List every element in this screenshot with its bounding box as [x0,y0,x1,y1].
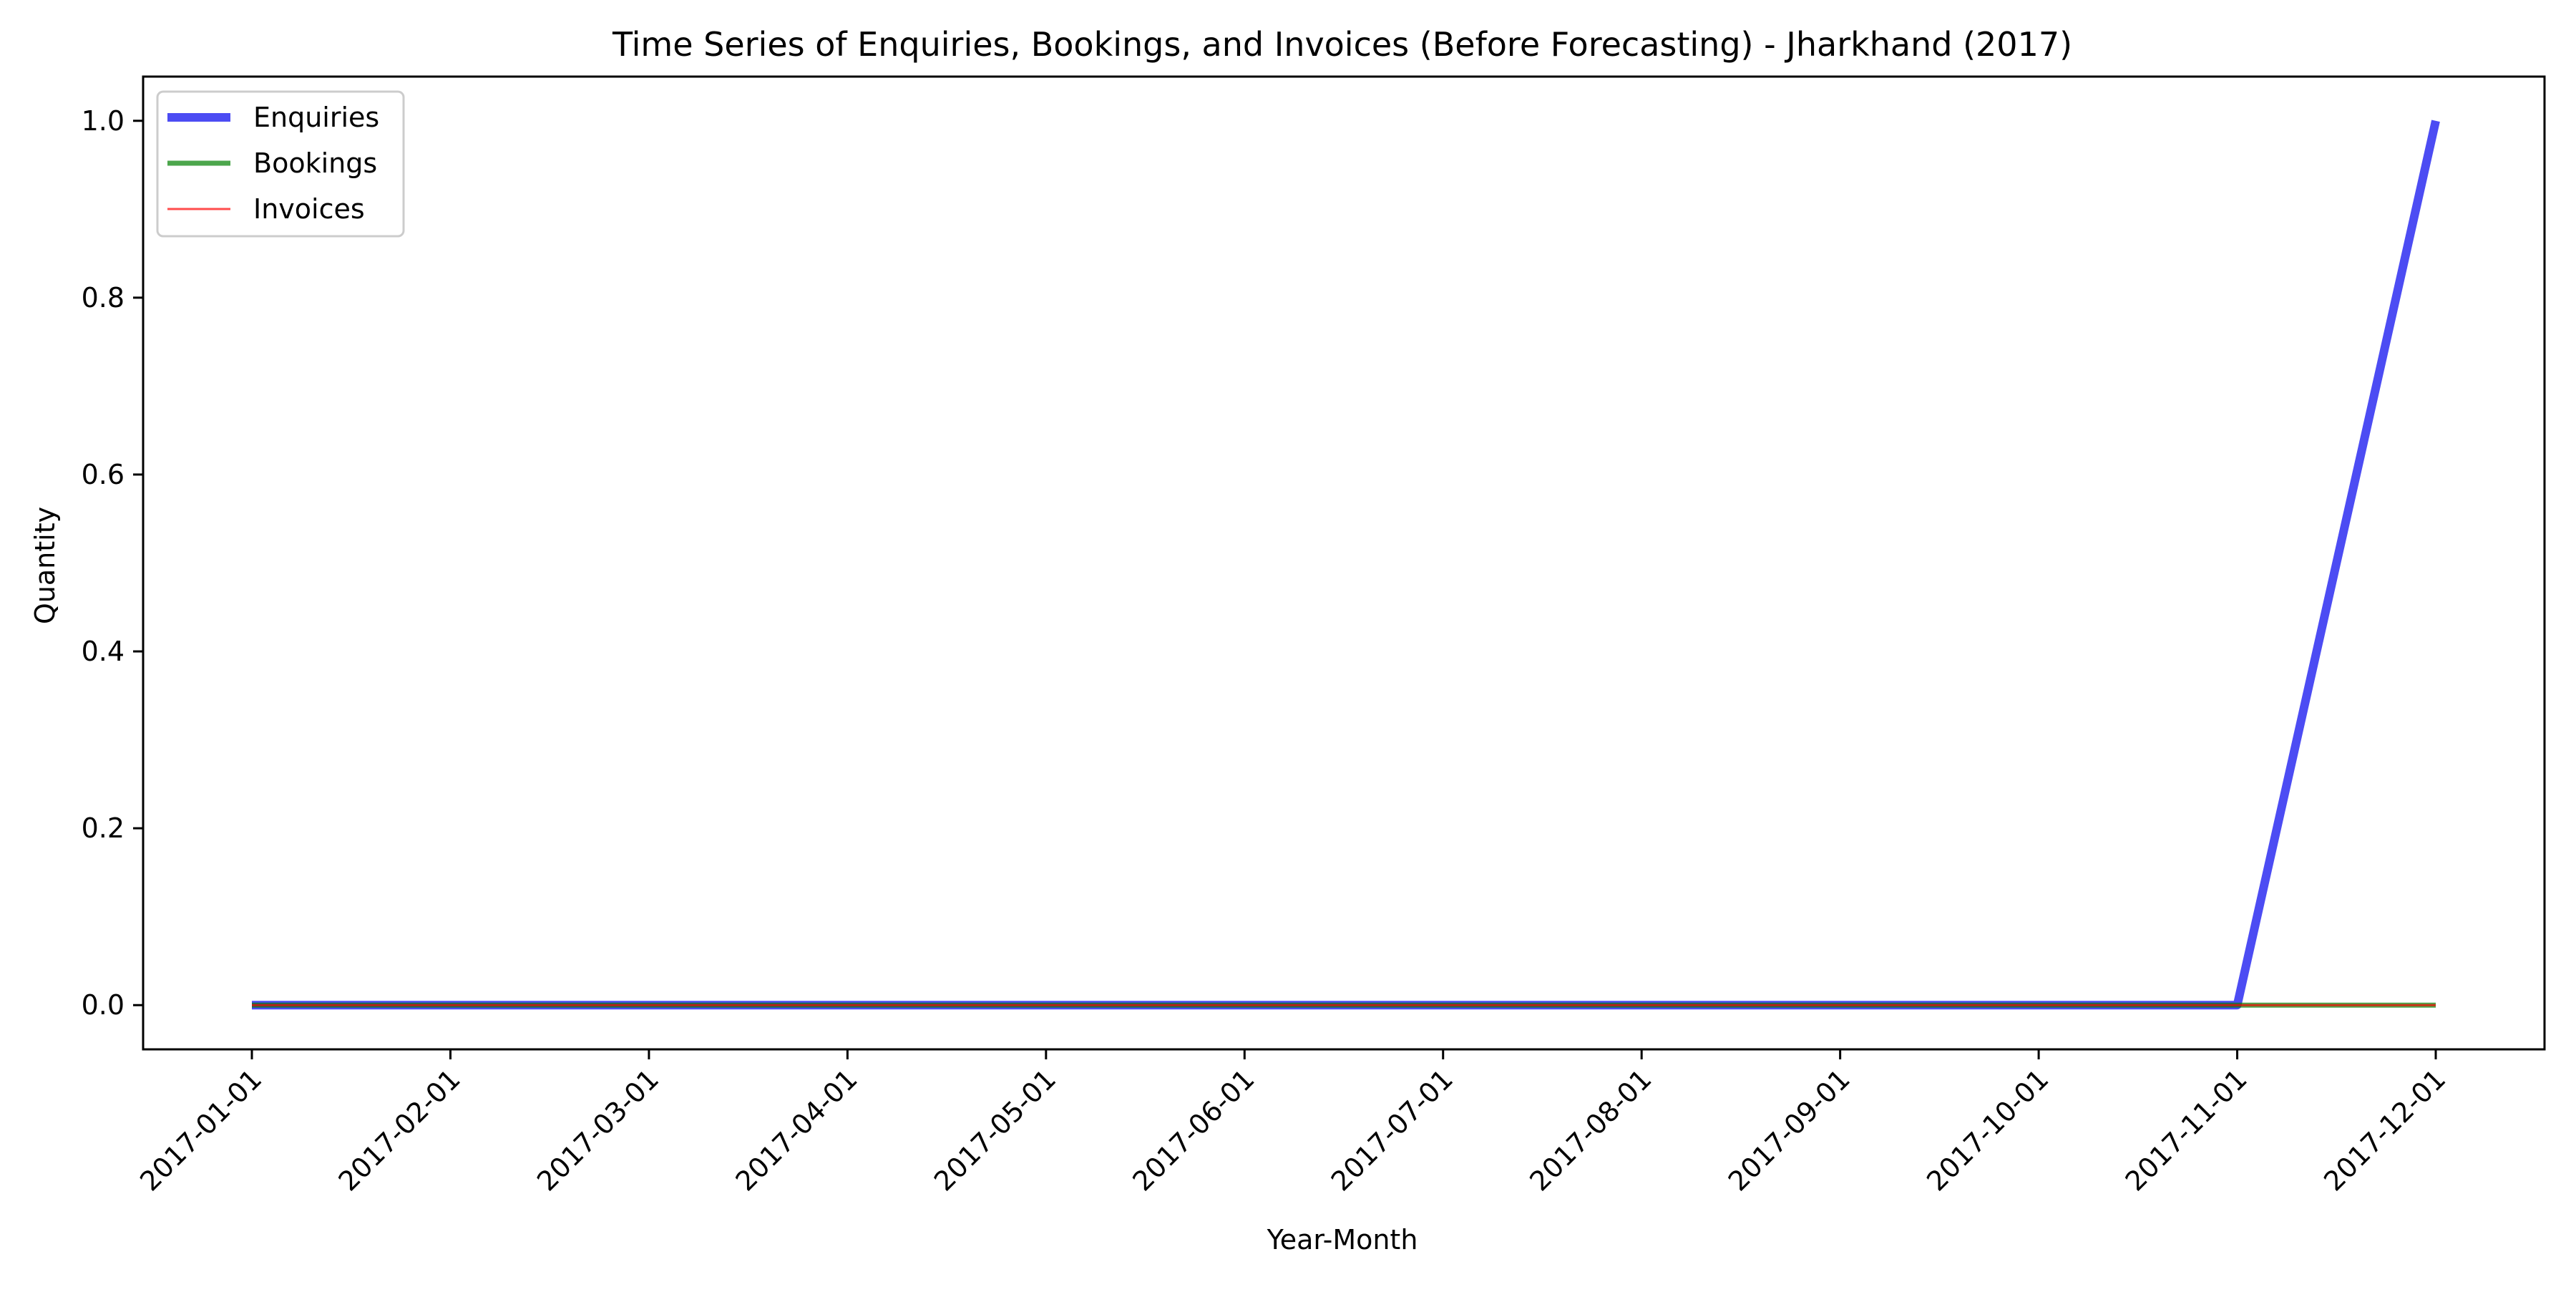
y-tick-label: 0.2 [82,812,125,844]
legend-label-enquiries: Enquiries [253,102,379,133]
y-tick-label: 0.4 [82,636,125,667]
x-axis-label: Year-Month [1267,1224,1418,1255]
chart-title: Time Series of Enquiries, Bookings, and … [612,25,2072,64]
legend-label-invoices: Invoices [253,193,365,225]
legend-label-bookings: Bookings [253,147,377,179]
y-tick-label: 1.0 [82,105,125,137]
plot-frame [142,75,2546,1051]
y-tick-label: 0.6 [82,459,125,490]
y-tick-label: 0.0 [82,989,125,1021]
legend-box [156,90,405,238]
legend: Enquiries Bookings Invoices [156,90,405,238]
y-axis-label: Quantity [29,507,61,624]
y-tick-label: 0.8 [82,282,125,314]
